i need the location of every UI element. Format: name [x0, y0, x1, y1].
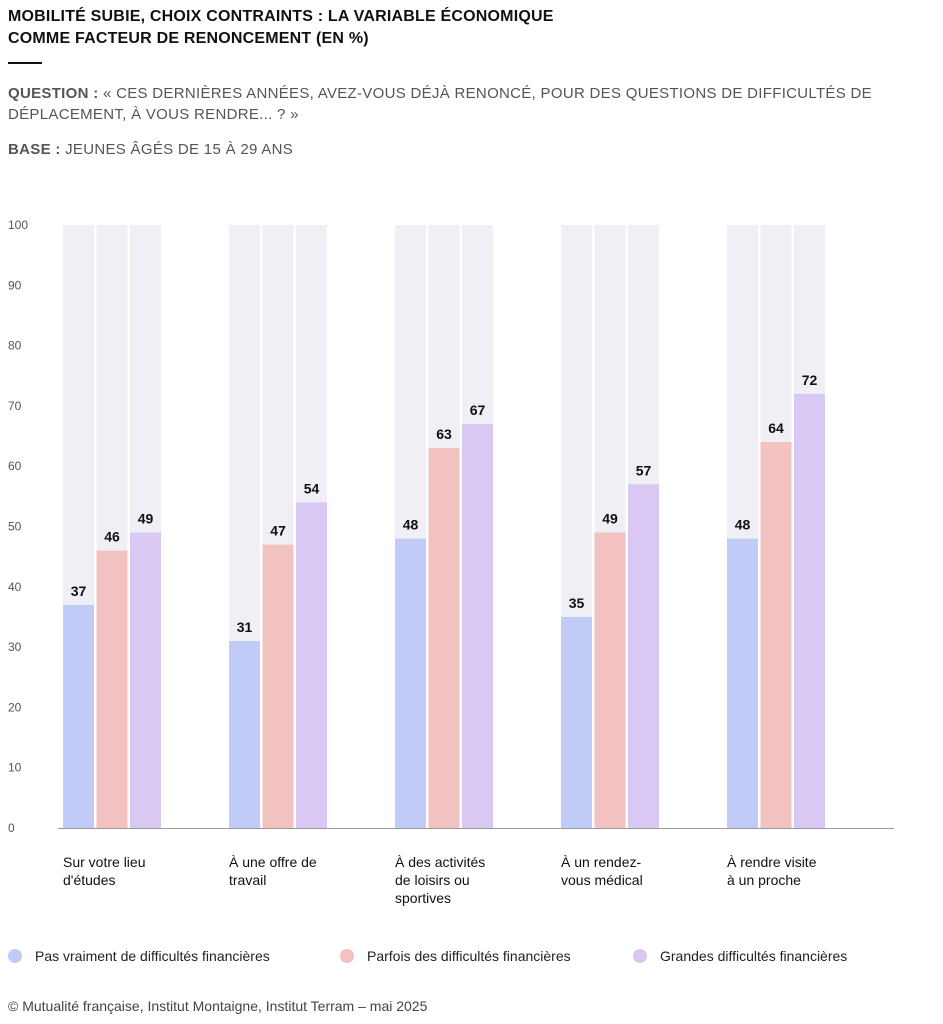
- category-label: À rendre visite à un proche: [727, 853, 867, 889]
- title-divider: [8, 62, 42, 64]
- category-label: À un rendez-vous médical: [561, 853, 701, 889]
- category-label-line: À rendre visite: [727, 854, 817, 870]
- data-label: 48: [403, 517, 419, 533]
- bar-2-5: [760, 442, 792, 828]
- y-tick-label: 60: [8, 459, 22, 473]
- base: BASE : JEUNES ÂGÉS DE 15 À 29 ANS: [8, 139, 293, 160]
- data-label: 35: [569, 595, 585, 611]
- chart-title: MOBILITÉ SUBIE, CHOIX CONTRAINTS : LA VA…: [8, 6, 554, 50]
- data-label: 49: [138, 511, 154, 527]
- data-label: 64: [768, 420, 784, 436]
- data-label: 54: [304, 480, 320, 496]
- question-label: QUESTION :: [8, 85, 99, 102]
- category-label: Sur votre lieu d'études: [63, 853, 203, 889]
- legend-label-series-1: Pas vraiment de difficultés financières: [35, 948, 270, 964]
- data-label: 37: [71, 583, 87, 599]
- category-label-line: À un rendez-: [561, 854, 642, 870]
- data-label: 72: [802, 372, 818, 388]
- category-label-line: vous médical: [561, 872, 643, 888]
- bar-1-1: [63, 604, 94, 828]
- legend-item-series-3: Grandes difficultés financières: [633, 948, 847, 964]
- legend-swatch-series-1: [8, 949, 22, 963]
- bar-3-4: [628, 484, 659, 828]
- data-label: 31: [237, 619, 253, 635]
- category-label-line: travail: [229, 872, 267, 888]
- category-label-line: sportives: [395, 890, 452, 906]
- y-tick-label: 80: [8, 339, 22, 353]
- bar-3-1: [130, 532, 161, 828]
- category-label-line: à un proche: [727, 872, 801, 888]
- category-label-line: de loisirs ou: [395, 872, 470, 888]
- data-label: 63: [436, 426, 452, 442]
- title-line-1: MOBILITÉ SUBIE, CHOIX CONTRAINTS : LA VA…: [8, 8, 554, 25]
- bar-1-5: [727, 538, 758, 828]
- y-tick-label: 30: [8, 640, 22, 654]
- y-tick-label: 50: [8, 520, 22, 534]
- y-tick-label: 40: [8, 580, 22, 594]
- legend-label-series-3: Grandes difficultés financières: [660, 948, 848, 964]
- y-tick-label: 70: [8, 399, 22, 413]
- base-label: BASE :: [8, 141, 61, 158]
- bar-1-4: [561, 616, 592, 828]
- bar-1-2: [229, 641, 260, 828]
- bar-3-2: [296, 502, 327, 828]
- legend-swatch-series-3: [633, 949, 647, 963]
- legend-swatch-series-2: [340, 949, 354, 963]
- data-label: 46: [104, 529, 120, 545]
- category-label-line: d'études: [63, 872, 116, 888]
- y-tick-label: 0: [8, 821, 15, 835]
- question: QUESTION : « CES DERNIÈRES ANNÉES, AVEZ-…: [8, 83, 938, 125]
- data-label: 57: [636, 462, 652, 478]
- category-label-line: À des activités: [395, 854, 486, 870]
- bar-2-1: [96, 550, 128, 828]
- y-tick-label: 20: [8, 700, 22, 714]
- bar-2-4: [594, 532, 626, 828]
- data-label: 48: [735, 517, 751, 533]
- bar-1-3: [395, 538, 426, 828]
- data-label: 49: [602, 511, 618, 527]
- source-note: © Mutualité française, Institut Montaign…: [8, 998, 428, 1014]
- legend-item-series-2: Parfois des difficultés financières: [340, 948, 571, 964]
- category-label: À une offre de travail: [229, 853, 369, 889]
- bar-chart: 0 10 20 30 40 50 60 70 80 90 100 37 46 49 31 47 54 48 63 67…: [8, 218, 894, 835]
- y-tick-label: 100: [8, 218, 28, 232]
- category-label-line: Sur votre lieu: [63, 854, 146, 870]
- category-label: À des activités de loisirs ou sportives: [395, 853, 535, 907]
- data-label: 47: [270, 523, 286, 539]
- question-text: « CES DERNIÈRES ANNÉES, AVEZ-VOUS DÉJÀ R…: [8, 85, 872, 123]
- legend-item-series-1: Pas vraiment de difficultés financières: [8, 948, 270, 964]
- y-tick-label: 10: [8, 761, 22, 775]
- legend-label-series-2: Parfois des difficultés financières: [367, 948, 571, 964]
- y-tick-label: 90: [8, 278, 22, 292]
- category-label-line: À une offre de: [229, 854, 317, 870]
- bar-3-3: [462, 423, 493, 828]
- base-text: JEUNES ÂGÉS DE 15 À 29 ANS: [65, 141, 294, 158]
- bar-2-2: [262, 544, 294, 828]
- title-line-2: COMME FACTEUR DE RENONCEMENT (EN %): [8, 30, 369, 47]
- bar-2-3: [428, 448, 460, 828]
- bar-3-5: [794, 393, 825, 828]
- data-label: 67: [470, 402, 486, 418]
